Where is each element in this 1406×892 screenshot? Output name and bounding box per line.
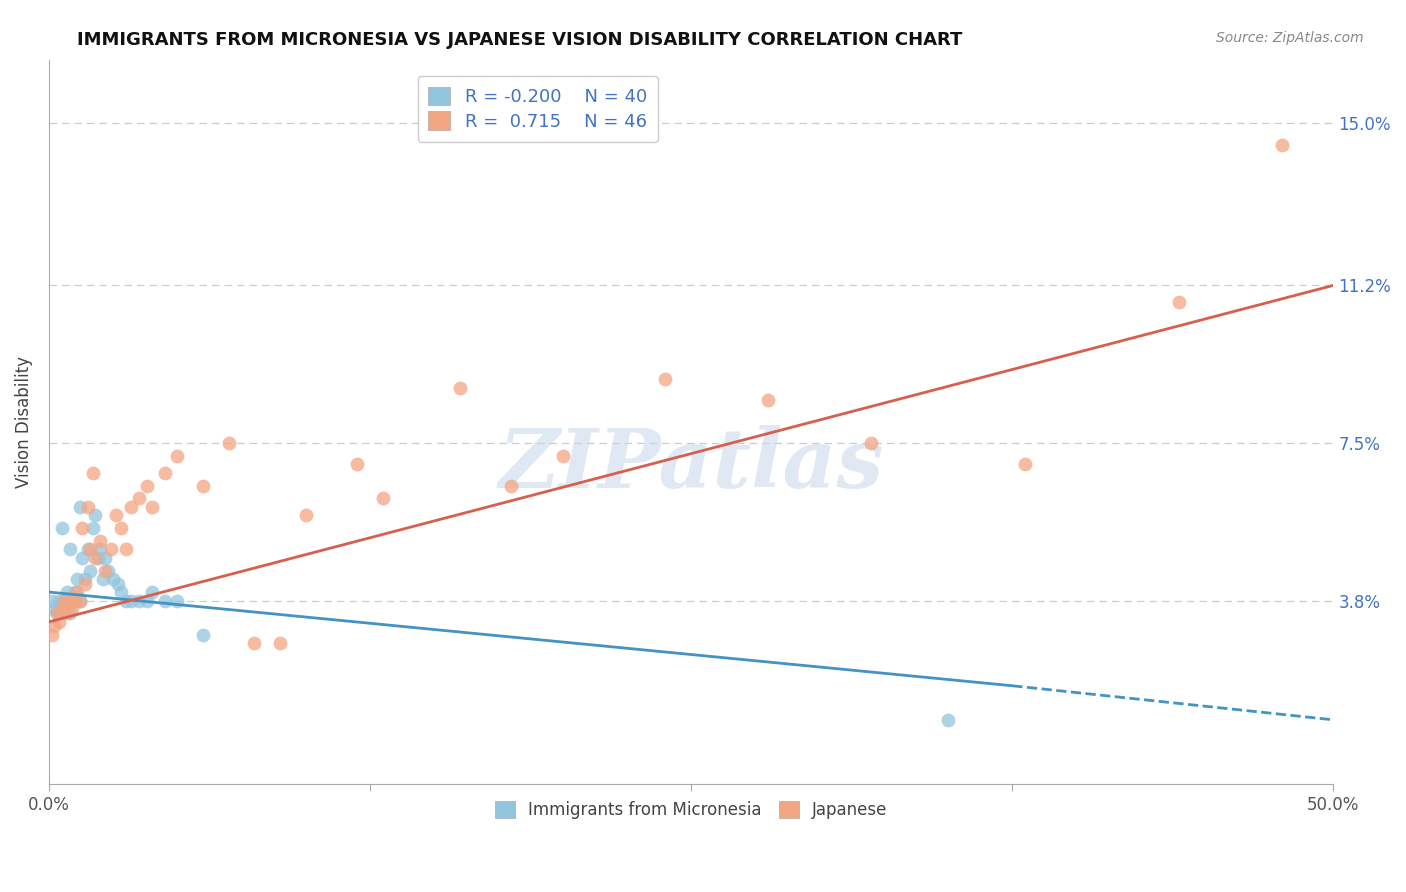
Point bbox=[94, 551, 117, 566]
Point bbox=[60, 602, 83, 616]
Text: Source: ZipAtlas.com: Source: ZipAtlas.com bbox=[1216, 31, 1364, 45]
Point bbox=[243, 636, 266, 650]
Point bbox=[120, 593, 142, 607]
Point bbox=[87, 551, 110, 566]
Point bbox=[56, 585, 79, 599]
Point bbox=[1271, 137, 1294, 152]
Point bbox=[166, 449, 188, 463]
Point bbox=[110, 585, 132, 599]
Y-axis label: Vision Disability: Vision Disability bbox=[15, 356, 32, 488]
Point bbox=[191, 478, 214, 492]
Point bbox=[859, 436, 882, 450]
Point bbox=[110, 521, 132, 535]
Point bbox=[115, 593, 138, 607]
Point bbox=[91, 572, 114, 586]
Point bbox=[128, 491, 150, 506]
Point bbox=[153, 466, 176, 480]
Point bbox=[58, 607, 80, 621]
Point bbox=[69, 500, 91, 514]
Point bbox=[51, 521, 73, 535]
Point bbox=[551, 449, 574, 463]
Point bbox=[63, 585, 86, 599]
Point bbox=[63, 593, 86, 607]
Point bbox=[501, 478, 523, 492]
Point bbox=[166, 593, 188, 607]
Point bbox=[69, 593, 91, 607]
Point bbox=[51, 598, 73, 612]
Point bbox=[69, 593, 91, 607]
Point bbox=[45, 607, 67, 621]
Point bbox=[191, 627, 214, 641]
Text: IMMIGRANTS FROM MICRONESIA VS JAPANESE VISION DISABILITY CORRELATION CHART: IMMIGRANTS FROM MICRONESIA VS JAPANESE V… bbox=[77, 31, 963, 49]
Point bbox=[58, 593, 80, 607]
Point bbox=[141, 585, 163, 599]
Point bbox=[79, 542, 101, 557]
Point bbox=[654, 372, 676, 386]
Point bbox=[97, 564, 120, 578]
Point bbox=[103, 572, 125, 586]
Point bbox=[1168, 295, 1191, 310]
Point bbox=[63, 593, 86, 607]
Point bbox=[56, 607, 79, 621]
Point bbox=[53, 593, 76, 607]
Point bbox=[76, 500, 98, 514]
Point bbox=[218, 436, 240, 450]
Point bbox=[60, 593, 83, 607]
Point bbox=[107, 576, 129, 591]
Point bbox=[53, 593, 76, 607]
Point bbox=[82, 466, 104, 480]
Point bbox=[73, 576, 96, 591]
Point bbox=[72, 521, 94, 535]
Point bbox=[115, 542, 138, 557]
Point bbox=[295, 508, 318, 523]
Point bbox=[84, 508, 107, 523]
Point bbox=[89, 533, 111, 548]
Point bbox=[141, 500, 163, 514]
Point bbox=[42, 619, 65, 633]
Point bbox=[135, 593, 157, 607]
Point bbox=[346, 457, 368, 471]
Point bbox=[84, 551, 107, 566]
Point bbox=[76, 542, 98, 557]
Point bbox=[153, 593, 176, 607]
Point bbox=[1014, 457, 1036, 471]
Point bbox=[41, 627, 63, 641]
Point bbox=[82, 521, 104, 535]
Point bbox=[936, 713, 959, 727]
Point bbox=[449, 381, 471, 395]
Point bbox=[45, 607, 67, 621]
Point bbox=[66, 585, 89, 599]
Text: ZIPatlas: ZIPatlas bbox=[499, 425, 884, 505]
Point bbox=[89, 542, 111, 557]
Point bbox=[73, 572, 96, 586]
Point bbox=[41, 593, 63, 607]
Point bbox=[79, 564, 101, 578]
Point bbox=[42, 602, 65, 616]
Point bbox=[104, 508, 127, 523]
Point bbox=[48, 615, 70, 629]
Point bbox=[756, 393, 779, 408]
Point bbox=[51, 602, 73, 616]
Point bbox=[94, 564, 117, 578]
Legend: Immigrants from Micronesia, Japanese: Immigrants from Micronesia, Japanese bbox=[488, 795, 894, 826]
Point bbox=[48, 593, 70, 607]
Point bbox=[66, 572, 89, 586]
Point bbox=[135, 478, 157, 492]
Point bbox=[120, 500, 142, 514]
Point bbox=[128, 593, 150, 607]
Point bbox=[58, 542, 80, 557]
Point bbox=[100, 542, 122, 557]
Point bbox=[56, 593, 79, 607]
Point bbox=[371, 491, 394, 506]
Point bbox=[269, 636, 291, 650]
Point bbox=[72, 551, 94, 566]
